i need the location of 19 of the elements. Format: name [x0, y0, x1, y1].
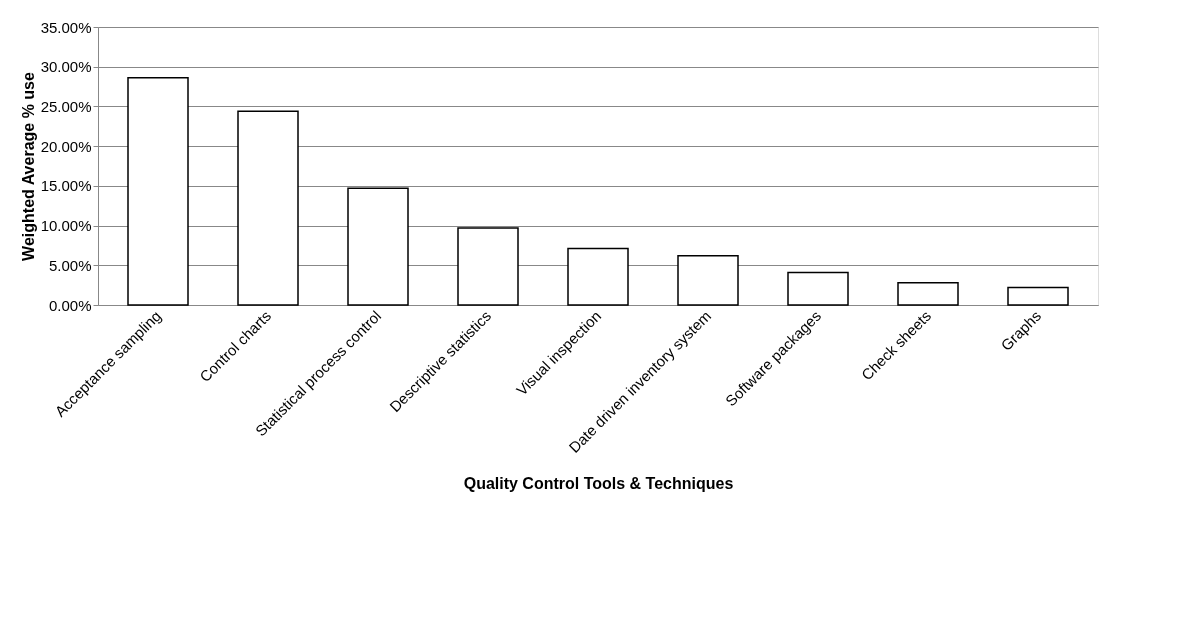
- bar: [347, 187, 409, 306]
- y-tick-label: 5.00%: [48, 256, 92, 274]
- y-tick-label: 10.00%: [40, 217, 92, 235]
- bar: [787, 271, 849, 306]
- y-tick-label: 20.00%: [40, 137, 92, 155]
- bar: [237, 110, 299, 306]
- x-axis-title: Quality Control Tools & Techniques: [463, 474, 734, 492]
- y-tick-label: 30.00%: [40, 58, 92, 76]
- y-tick-label: 35.00%: [40, 18, 92, 36]
- bar: [1007, 286, 1069, 306]
- bar: [677, 255, 739, 306]
- bar: [897, 282, 959, 306]
- y-tick-label: 25.00%: [40, 97, 92, 115]
- bar: [127, 77, 189, 306]
- bar: [567, 247, 629, 306]
- y-tick-label: 15.00%: [40, 177, 92, 195]
- bar: [457, 227, 519, 306]
- y-axis-title: Weighted Average % use: [19, 72, 37, 261]
- y-tick-label: 0.00%: [48, 296, 92, 314]
